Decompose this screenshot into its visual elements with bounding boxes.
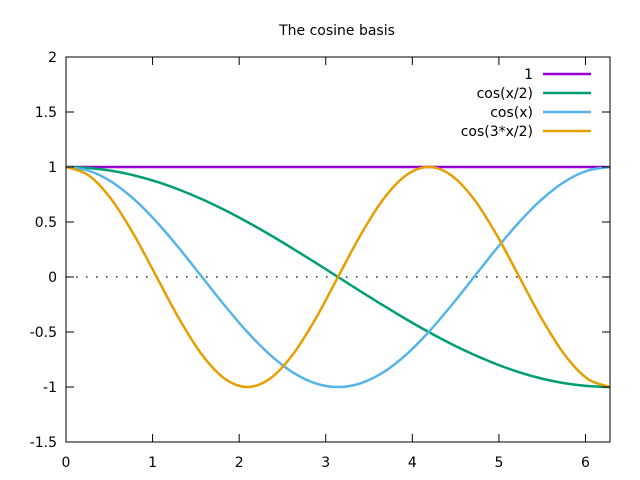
y-tick-label: 0.5 [35,215,57,231]
x-tick-label: 6 [581,455,590,471]
y-tick-label: 1.5 [35,105,57,121]
y-tick-label: 0 [48,270,57,286]
legend: 1 cos(x/2) cos(x) cos(3*x/2) [461,67,591,140]
legend-label: 1 [524,67,533,83]
legend-label: cos(x/2) [477,86,533,102]
y-tick-label: -0.5 [30,325,57,341]
x-tick-label: 1 [148,455,157,471]
chart-title: The cosine basis [278,23,395,39]
x-tick-label: 3 [321,455,330,471]
x-tick-label: 2 [235,455,244,471]
y-tick-label: 1 [48,160,57,176]
y-tick-label: 2 [48,50,57,66]
legend-label: cos(3*x/2) [461,124,533,140]
plot-frame [65,56,611,443]
y-tick-label: -1 [43,380,57,396]
ticks-layer: 0 1 2 3 4 5 6 -1.5 -1 -0.5 0 0.5 1 1.5 2 [30,50,610,471]
legend-label: cos(x) [490,105,533,121]
y-tick-label: -1.5 [30,435,57,451]
series-layer [65,165,611,389]
x-tick-label: 4 [408,455,417,471]
x-tick-label: 5 [494,455,503,471]
series-line-3 [65,165,611,389]
x-tick-label: 0 [62,455,71,471]
series-line-2 [65,165,611,389]
